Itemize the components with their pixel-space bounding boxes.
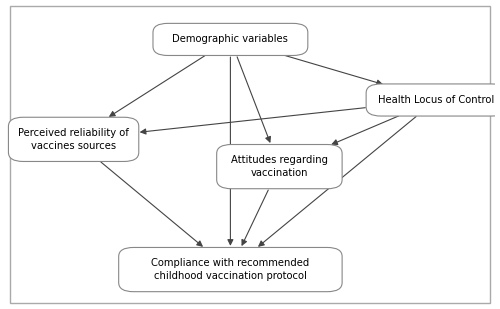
FancyBboxPatch shape <box>216 145 342 189</box>
FancyBboxPatch shape <box>153 23 308 56</box>
FancyBboxPatch shape <box>8 117 139 162</box>
Text: Compliance with recommended
childhood vaccination protocol: Compliance with recommended childhood va… <box>152 258 310 281</box>
Text: Attitudes regarding
vaccination: Attitudes regarding vaccination <box>231 155 328 178</box>
Text: Demographic variables: Demographic variables <box>172 34 288 44</box>
FancyBboxPatch shape <box>366 84 500 116</box>
Text: Perceived reliability of
vaccines sources: Perceived reliability of vaccines source… <box>18 128 129 151</box>
FancyBboxPatch shape <box>118 248 342 292</box>
Text: Health Locus of Control: Health Locus of Control <box>378 95 494 105</box>
